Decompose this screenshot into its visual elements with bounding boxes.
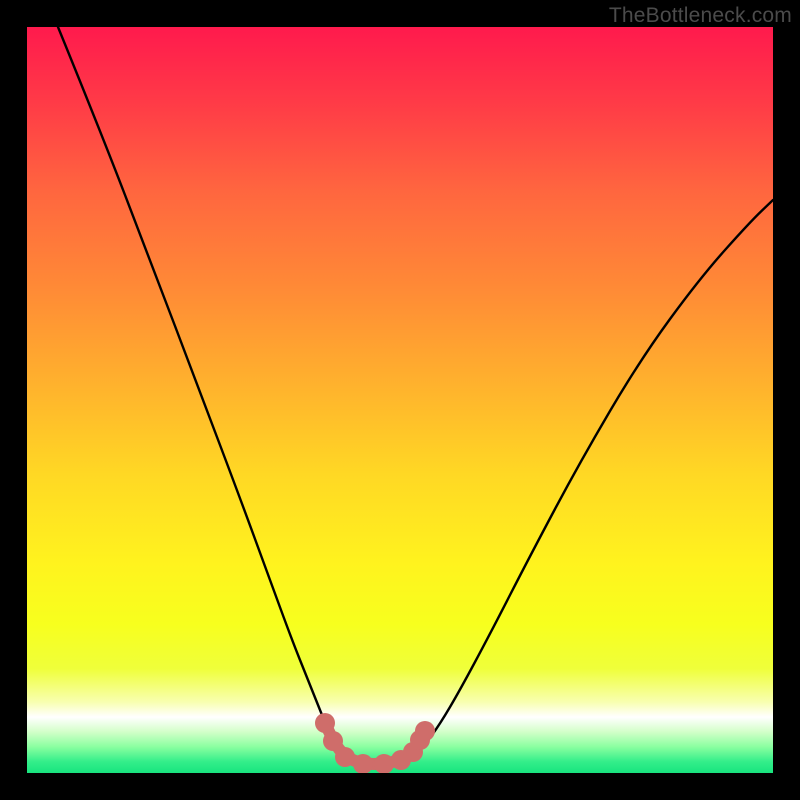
v-curve (58, 27, 773, 767)
watermark-text: TheBottleneck.com (609, 4, 792, 28)
marker-group (315, 713, 435, 774)
valley-marker (415, 721, 435, 741)
chart-canvas: TheBottleneck.com (0, 0, 800, 800)
valley-marker (323, 731, 343, 751)
valley-marker (353, 754, 373, 774)
valley-marker (315, 713, 335, 733)
valley-marker (374, 754, 394, 774)
curve-layer (0, 0, 800, 800)
valley-marker (335, 747, 355, 767)
